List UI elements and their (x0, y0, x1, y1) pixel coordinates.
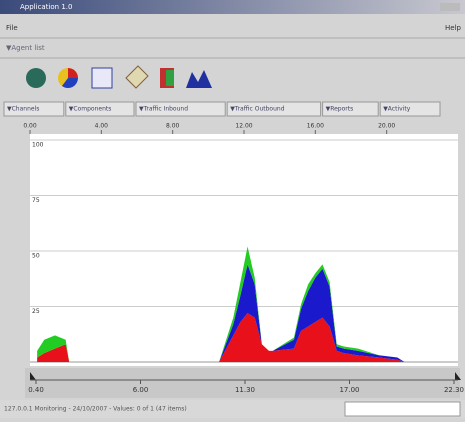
timeline-label: 22.30 (444, 386, 464, 394)
x-tick-label: 4.00 (95, 123, 109, 130)
tool-chart[interactable] (186, 70, 212, 88)
y-tick-label: 75 (32, 197, 40, 204)
x-tick-label: 8.00 (166, 123, 180, 130)
tab-label: ▼Traffic Inbound (139, 106, 188, 113)
status-text: 127.0.0.1 Monitoring - 24/10/2007 - Valu… (4, 406, 187, 413)
tab-label: ▼Activity (383, 106, 411, 113)
tab-label: ▼Components (69, 106, 112, 113)
timeline-label: 6.00 (133, 386, 149, 394)
menu-help[interactable]: Help (445, 24, 462, 32)
timeline-label: 0.40 (28, 386, 44, 394)
x-tick-label: 12.00 (235, 123, 252, 130)
menu-file[interactable]: File (6, 24, 18, 32)
x-tick-label: 16.00 (307, 123, 324, 130)
app-window: Application 1.0 File Help ▼Agent list ▼C… (0, 0, 465, 418)
timeline-label: 11.30 (235, 386, 255, 394)
tool-pie-slice (68, 68, 78, 78)
tab-label: ▼Channels (7, 106, 39, 113)
y-tick-label: 50 (32, 253, 40, 260)
tool-book-part (166, 70, 174, 86)
tab-bar: ▼Channels ▼Components ▼Traffic Inbound ▼Tra… (4, 102, 440, 116)
tab-label: ▼Traffic Outbound (230, 106, 285, 113)
x-tick-label: 0.00 (23, 123, 37, 130)
toolbar (26, 66, 212, 88)
agent-bar[interactable]: ▼Agent list (6, 44, 45, 52)
y-tick-label: 25 (32, 308, 40, 315)
window-controls[interactable] (440, 3, 460, 11)
tool-globe[interactable] (26, 68, 46, 88)
y-tick-label: 100 (32, 142, 44, 149)
status-field (345, 402, 460, 416)
x-tick-label: 20.00 (378, 123, 395, 130)
timeline-label: 17.00 (339, 386, 359, 394)
tool-tag[interactable] (126, 66, 148, 88)
tab-label: ▼Reports (326, 106, 354, 113)
window-title: Application 1.0 (20, 3, 72, 11)
tool-network[interactable] (92, 68, 112, 88)
